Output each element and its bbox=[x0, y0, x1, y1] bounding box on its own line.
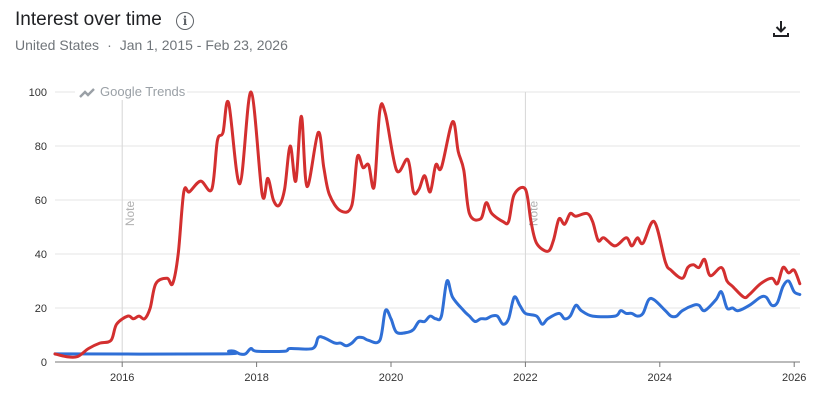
region-label: United States bbox=[15, 37, 100, 53]
y-tick-label: 80 bbox=[35, 141, 47, 153]
x-tick-label: 2026 bbox=[782, 372, 806, 384]
watermark-text: Google Trends bbox=[100, 84, 186, 99]
y-tick-label: 40 bbox=[35, 249, 47, 261]
x-tick-label: 2022 bbox=[513, 372, 537, 384]
trends-logo-icon bbox=[79, 88, 95, 98]
x-tick-label: 2020 bbox=[379, 372, 403, 384]
x-tick-label: 2024 bbox=[648, 372, 672, 384]
y-tick-label: 60 bbox=[35, 195, 47, 207]
download-button[interactable] bbox=[770, 18, 792, 40]
x-tick-label: 2018 bbox=[244, 372, 268, 384]
series-line-blue bbox=[53, 279, 802, 356]
y-tick-label: 20 bbox=[35, 303, 47, 315]
google-trends-watermark: Google Trends bbox=[75, 84, 187, 100]
page-title: Interest over time bbox=[15, 9, 162, 30]
download-icon bbox=[773, 21, 789, 37]
separator: · bbox=[107, 37, 112, 53]
info-icon[interactable]: i bbox=[176, 12, 194, 30]
y-tick-label: 0 bbox=[41, 357, 47, 369]
series-line-red bbox=[53, 90, 802, 359]
x-tick-label: 2016 bbox=[110, 372, 134, 384]
y-tick-label: 100 bbox=[29, 87, 47, 99]
subtitle: United States · Jan 1, 2015 - Feb 23, 2026 bbox=[15, 37, 288, 53]
note-label: Note bbox=[123, 201, 137, 227]
date-range: Jan 1, 2015 - Feb 23, 2026 bbox=[119, 37, 288, 53]
